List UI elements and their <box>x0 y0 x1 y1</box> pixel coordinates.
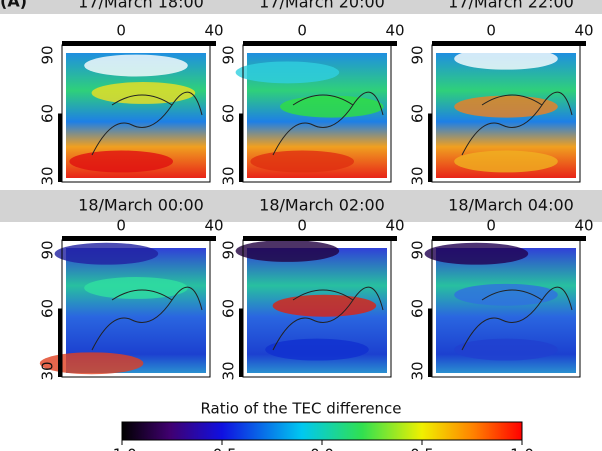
colorbar-tick-label: -1.0 <box>107 446 136 451</box>
coastline <box>91 286 203 351</box>
lon-axis-bar <box>432 236 586 241</box>
lat-axis-bar <box>58 113 62 182</box>
lon-tick-label: 40 <box>385 217 404 235</box>
lat-axis-bar <box>428 113 432 182</box>
panel-title: 17/March 20:00 <box>259 0 385 12</box>
panel-title: 18/March 04:00 <box>448 196 574 215</box>
title-band <box>0 190 602 222</box>
lon-tick-label: 0 <box>297 22 307 40</box>
lat-tick-label: 90 <box>39 45 57 64</box>
lon-axis-bar <box>243 41 397 46</box>
map-patch <box>454 338 558 361</box>
map-panel: 0 40 90 60 30 <box>409 22 594 186</box>
colorbar-tick-label: 0.5 <box>410 446 434 451</box>
lat-axis-bar <box>428 308 432 377</box>
map-patch <box>454 95 558 118</box>
map-panel: 0 40 90 60 30 <box>409 217 594 381</box>
lon-tick-label: 40 <box>204 217 223 235</box>
lat-tick-label: 90 <box>220 240 238 259</box>
map-patch <box>84 54 188 77</box>
lat-tick-label: 30 <box>409 361 427 380</box>
map-panel: 0 40 90 60 30 <box>39 217 224 381</box>
map-patch <box>84 276 188 299</box>
map-patch <box>91 81 196 104</box>
lon-tick-label: 0 <box>116 217 126 235</box>
lat-tick-label: 30 <box>220 361 238 380</box>
coastline <box>272 286 384 351</box>
map-patch <box>235 240 340 262</box>
map-patch <box>69 150 173 173</box>
lat-axis-bar <box>239 308 243 377</box>
lat-axis-bar <box>239 113 243 182</box>
map-patch <box>265 338 369 361</box>
lat-tick-label: 90 <box>409 45 427 64</box>
map-panel: 0 40 90 60 30 <box>220 22 405 186</box>
map-patch <box>424 242 529 265</box>
lon-tick-label: 40 <box>574 217 593 235</box>
lon-tick-label: 0 <box>116 22 126 40</box>
lon-tick-label: 40 <box>574 22 593 40</box>
lat-tick-label: 30 <box>220 166 238 185</box>
lat-tick-label: 60 <box>39 104 57 123</box>
coastline <box>272 91 384 156</box>
map-panel: 0 40 90 60 30 <box>39 22 224 186</box>
lon-axis-bar <box>62 41 216 46</box>
colorbar-tick-label: -0.5 <box>207 446 236 451</box>
colorbar <box>121 421 523 441</box>
lon-tick-label: 40 <box>385 22 404 40</box>
coastline <box>91 91 203 156</box>
lat-tick-label: 60 <box>409 299 427 318</box>
lon-axis-bar <box>432 41 586 46</box>
title-band <box>0 0 602 14</box>
map-patch <box>272 294 377 317</box>
lat-tick-label: 60 <box>39 299 57 318</box>
panel-title: 17/March 18:00 <box>78 0 204 12</box>
map-patch <box>280 95 384 118</box>
figure-label: (A) <box>0 0 27 11</box>
map-patch <box>454 150 558 173</box>
map-patch <box>39 352 144 375</box>
lat-tick-label: 60 <box>409 104 427 123</box>
lon-tick-label: 40 <box>204 22 223 40</box>
colorbar-tick-label: 1.0 <box>510 446 534 451</box>
map-patch <box>454 283 558 306</box>
colorbar-tick-label: 0.0 <box>310 446 334 451</box>
colorbar-label: Ratio of the TEC difference <box>200 400 401 418</box>
lat-tick-label: 60 <box>220 104 238 123</box>
panel-title: 18/March 00:00 <box>78 196 204 215</box>
map-patch <box>454 47 558 70</box>
lat-tick-label: 90 <box>220 45 238 64</box>
lat-axis-bar <box>58 308 62 377</box>
panel-title: 17/March 22:00 <box>448 0 574 12</box>
map-field <box>66 248 206 373</box>
lon-tick-label: 0 <box>486 22 496 40</box>
lat-tick-label: 90 <box>39 240 57 259</box>
lon-tick-label: 0 <box>486 217 496 235</box>
coastline <box>461 91 573 156</box>
map-patch <box>250 150 354 173</box>
lon-tick-label: 0 <box>297 217 307 235</box>
map-panel: 0 40 90 60 30 <box>220 217 405 381</box>
map-patch <box>235 61 340 84</box>
coastline <box>461 286 573 351</box>
lat-tick-label: 90 <box>409 240 427 259</box>
lat-tick-label: 60 <box>220 299 238 318</box>
lon-axis-bar <box>62 236 216 241</box>
lat-tick-label: 30 <box>409 166 427 185</box>
map-patch <box>54 242 159 265</box>
lat-tick-label: 30 <box>39 166 57 185</box>
lat-tick-label: 30 <box>39 361 57 380</box>
lon-axis-bar <box>243 236 397 241</box>
panel-title: 18/March 02:00 <box>259 196 385 215</box>
